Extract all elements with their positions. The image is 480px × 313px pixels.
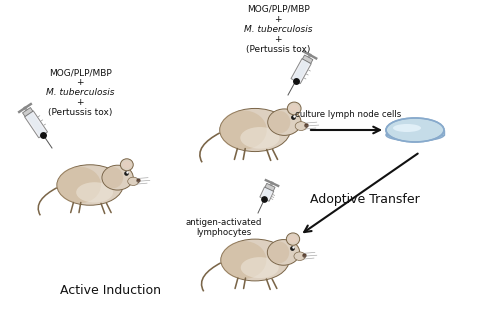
Ellipse shape <box>240 127 279 149</box>
Polygon shape <box>23 108 33 116</box>
Ellipse shape <box>267 239 300 265</box>
Ellipse shape <box>76 182 113 203</box>
Polygon shape <box>291 59 311 84</box>
Ellipse shape <box>220 108 290 151</box>
Text: Adoptive Transfer: Adoptive Transfer <box>310 193 420 206</box>
Text: M. tuberculosis: M. tuberculosis <box>46 88 114 97</box>
Ellipse shape <box>123 161 131 168</box>
Ellipse shape <box>221 239 289 281</box>
Ellipse shape <box>290 105 299 112</box>
Ellipse shape <box>103 167 123 188</box>
Text: +: + <box>76 78 84 87</box>
Polygon shape <box>292 59 310 83</box>
Ellipse shape <box>128 177 139 186</box>
Text: +: + <box>76 98 84 107</box>
Ellipse shape <box>288 102 301 115</box>
Text: antigen-activated
lymphocytes: antigen-activated lymphocytes <box>186 218 262 237</box>
Polygon shape <box>302 55 313 64</box>
Text: MOG/PLP/MBP: MOG/PLP/MBP <box>48 68 111 77</box>
Text: M. tuberculosis: M. tuberculosis <box>244 25 312 34</box>
Text: MOG/PLP/MBP: MOG/PLP/MBP <box>247 5 310 14</box>
Text: +: + <box>274 15 282 24</box>
Ellipse shape <box>120 159 133 171</box>
Text: +: + <box>274 35 282 44</box>
Ellipse shape <box>386 129 444 141</box>
Ellipse shape <box>386 118 444 142</box>
Polygon shape <box>260 187 274 201</box>
Ellipse shape <box>102 165 133 190</box>
Text: (Pertussis tox): (Pertussis tox) <box>246 45 310 54</box>
Polygon shape <box>265 183 275 191</box>
Text: (Pertussis tox): (Pertussis tox) <box>48 108 112 117</box>
Ellipse shape <box>268 241 289 263</box>
Ellipse shape <box>57 165 123 205</box>
Text: Active Induction: Active Induction <box>60 284 161 297</box>
Ellipse shape <box>295 122 307 131</box>
Ellipse shape <box>393 124 421 132</box>
Ellipse shape <box>221 241 266 279</box>
Ellipse shape <box>220 110 267 150</box>
Ellipse shape <box>294 252 305 260</box>
Polygon shape <box>262 188 272 201</box>
Ellipse shape <box>287 233 300 245</box>
Ellipse shape <box>268 109 301 136</box>
Ellipse shape <box>241 257 279 278</box>
Polygon shape <box>24 111 48 138</box>
Polygon shape <box>386 130 444 135</box>
Polygon shape <box>26 112 46 137</box>
Ellipse shape <box>289 235 297 243</box>
Text: culture lymph node cells: culture lymph node cells <box>295 110 401 119</box>
Ellipse shape <box>57 167 101 203</box>
Ellipse shape <box>269 111 290 133</box>
